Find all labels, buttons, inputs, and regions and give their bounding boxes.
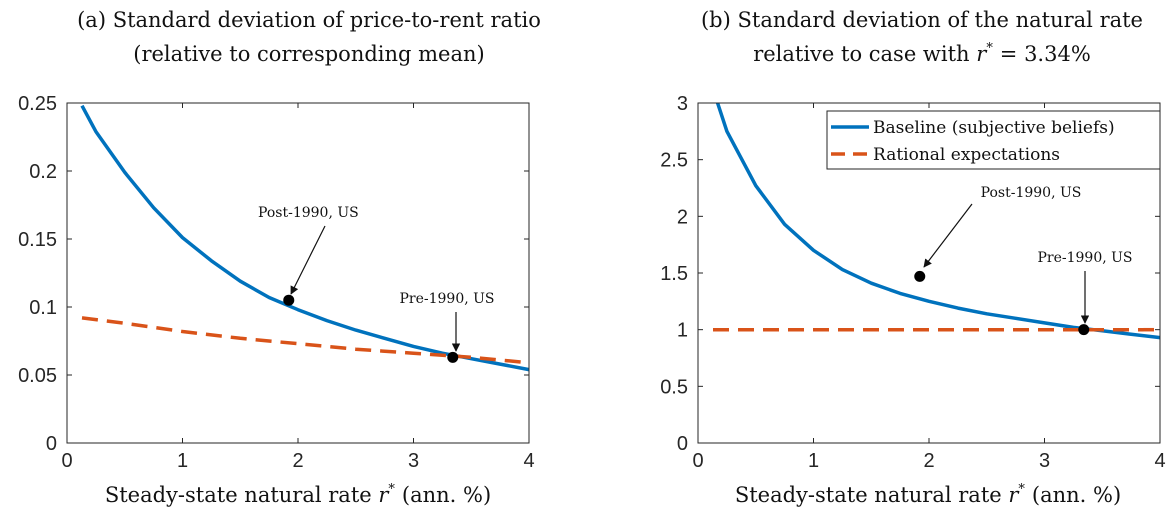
y-tick-label: 0.1 [29,297,57,319]
y-tick-label: 0 [46,433,57,455]
panel-a-plot-frame [66,102,530,444]
y-tick-label: 0.25 [18,93,57,115]
panel-a-ticks: 0 1 2 3 4 0 0.05 0.1 0.15 0.2 0.25 [18,93,535,472]
x-tick-label: 1 [177,450,188,472]
panel-a-title-line1: (a) Standard deviation of price-to-rent … [77,8,541,32]
y-tick-label: 0.2 [29,161,57,183]
y-tick-label: 0 [677,433,688,455]
panel-b-legend: Baseline (subjective beliefs) Rational ex… [826,110,1161,170]
panel-a-title-line2: (relative to corresponding mean) [133,42,484,66]
solid-series-line [80,104,530,372]
data-point-marker [447,351,459,363]
annotation-label: Post-1990, US [981,185,1082,201]
panel-b-plot-frame [697,102,1161,444]
y-tick-label: 1.5 [660,263,688,285]
x-tick-label: 0 [61,450,72,472]
data-point-marker [283,294,295,306]
data-point-marker [1078,324,1090,336]
y-tick-label: 0.5 [660,376,688,398]
y-tick-label: 2.5 [660,150,688,172]
legend-box [826,110,1161,170]
x-tick-label: 2 [923,450,934,472]
annotation-label: Post-1990, US [258,205,359,221]
panel-a-xlabel: Steady-state natural rate r* (ann. %) [105,482,491,507]
x-tick-label: 1 [808,450,819,472]
y-tick-label: 0.15 [18,229,57,251]
x-tick-label: 3 [408,450,419,472]
panel-b-ticks: 0 1 2 3 4 0 0.5 1 1.5 2 2.5 3 [660,93,1165,472]
annotation-arrow [290,225,326,295]
panel-b: (b) Standard deviation of the natural ra… [660,8,1165,507]
annotation-arrow [923,203,973,268]
panel-b-title-line2: relative to case with r* = 3.34% [753,41,1091,66]
annotation-label: Pre-1990, US [399,291,494,307]
legend-label: Baseline (subjective beliefs) [873,118,1115,138]
panel-a-series [80,104,530,372]
panel-b-annotations: Post-1990, US Pre-1990, US [914,185,1133,336]
y-tick-label: 1 [677,320,688,342]
x-tick-label: 2 [292,450,303,472]
legend-label: Rational expectations [873,145,1060,165]
panel-b-title-line1: (b) Standard deviation of the natural ra… [701,8,1143,32]
y-tick-label: 0.05 [18,365,57,387]
panel-a: (a) Standard deviation of price-to-rent … [18,8,541,507]
x-tick-label: 4 [1154,450,1165,472]
x-tick-label: 3 [1039,450,1050,472]
annotation-label: Pre-1990, US [1037,250,1132,266]
dashed-series-line [81,316,530,365]
y-tick-label: 3 [677,93,688,115]
panel-b-xlabel: Steady-state natural rate r* (ann. %) [735,482,1121,507]
y-tick-label: 2 [677,206,688,228]
data-point-marker [914,270,926,282]
x-tick-label: 0 [692,450,703,472]
panel-a-annotations: Post-1990, US Pre-1990, US [258,205,495,363]
x-tick-label: 4 [523,450,534,472]
